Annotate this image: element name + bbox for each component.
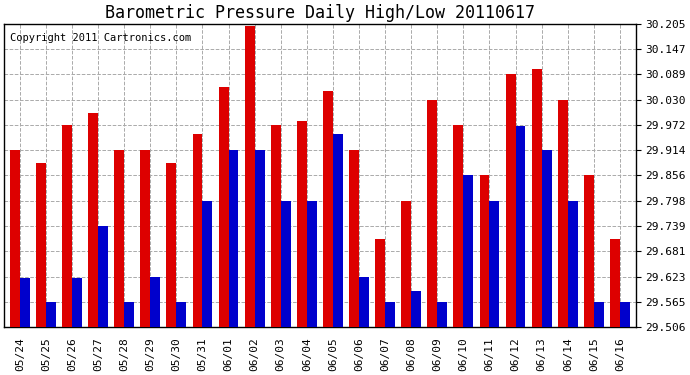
Bar <box>88 113 98 327</box>
Bar <box>228 150 239 327</box>
Bar <box>620 302 630 327</box>
Bar <box>610 239 620 327</box>
Bar <box>515 126 526 327</box>
Bar <box>36 163 46 327</box>
Bar <box>542 150 551 327</box>
Bar <box>219 87 228 327</box>
Bar <box>333 135 343 327</box>
Bar <box>506 74 515 327</box>
Text: Copyright 2011 Cartronics.com: Copyright 2011 Cartronics.com <box>10 33 192 43</box>
Bar <box>46 302 56 327</box>
Bar <box>489 201 500 327</box>
Bar <box>307 201 317 327</box>
Bar <box>166 163 177 327</box>
Bar <box>20 278 30 327</box>
Bar <box>202 201 213 327</box>
Bar <box>150 276 160 327</box>
Bar <box>584 176 594 327</box>
Title: Barometric Pressure Daily High/Low 20110617: Barometric Pressure Daily High/Low 20110… <box>105 4 535 22</box>
Bar <box>62 125 72 327</box>
Bar <box>281 201 290 327</box>
Bar <box>558 100 568 327</box>
Bar <box>115 150 124 327</box>
Bar <box>140 150 150 327</box>
Bar <box>10 150 20 327</box>
Bar <box>480 176 489 327</box>
Bar <box>375 239 385 327</box>
Bar <box>349 150 359 327</box>
Bar <box>297 122 307 327</box>
Bar <box>532 69 542 327</box>
Bar <box>411 291 421 327</box>
Bar <box>594 302 604 327</box>
Bar <box>464 176 473 327</box>
Bar <box>323 91 333 327</box>
Bar <box>72 278 82 327</box>
Bar <box>245 26 255 327</box>
Bar <box>193 135 202 327</box>
Bar <box>437 302 447 327</box>
Bar <box>124 302 134 327</box>
Bar <box>385 302 395 327</box>
Bar <box>359 276 369 327</box>
Bar <box>402 201 411 327</box>
Bar <box>177 302 186 327</box>
Bar <box>453 125 464 327</box>
Bar <box>98 226 108 327</box>
Bar <box>427 100 437 327</box>
Bar <box>271 125 281 327</box>
Bar <box>255 150 264 327</box>
Bar <box>568 201 578 327</box>
